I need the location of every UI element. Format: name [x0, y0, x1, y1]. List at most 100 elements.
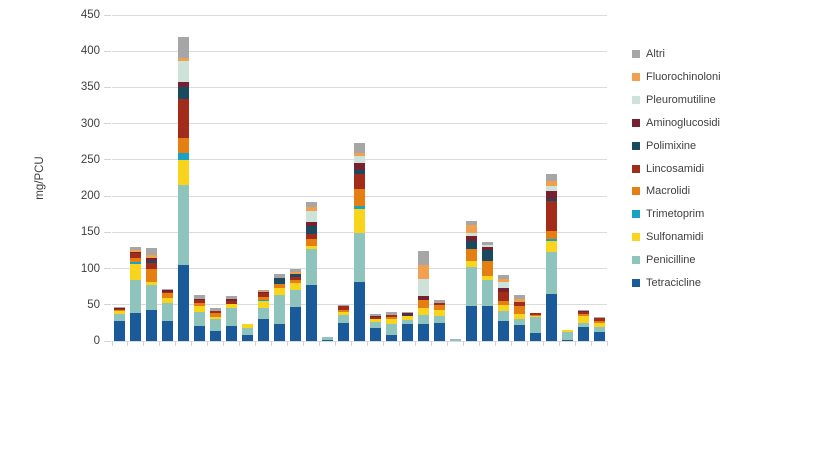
y-tick-0: [104, 340, 111, 342]
bar-6-segment-altri: [194, 294, 206, 299]
y-tick-350: [104, 86, 111, 88]
bar-10: [258, 289, 270, 341]
bar-9: [242, 324, 254, 341]
y-axis-label-400: 400: [80, 45, 100, 58]
bar-28-segment-lincosamidi: [545, 200, 557, 231]
bar-26-segment-sulfonamidi: [513, 314, 525, 319]
x-tick-9: [255, 341, 257, 346]
bar-2-segment-sulfonamidi: [130, 264, 142, 281]
bar-5-segment-fluorochinoloni: [178, 58, 190, 62]
legend-label-penicilline: Penicilline: [646, 254, 696, 267]
bar-24-segment-macrolidi: [481, 260, 493, 276]
y-tick-300: [104, 123, 111, 125]
bar-13-segment-fluorochinoloni: [306, 206, 318, 211]
bar-4-segment-penicilline: [162, 303, 174, 321]
y-axis-label-200: 200: [80, 190, 100, 203]
y-axis-label-150: 150: [80, 226, 100, 239]
bar-20-segment-altri: [417, 250, 429, 266]
bar-28-segment-sulfonamidi: [545, 241, 557, 252]
x-tick-28: [558, 341, 560, 346]
bar-18-segment-lincosamidi: [385, 315, 397, 318]
bar-18: [385, 312, 397, 341]
bar-1-segment-altri: [114, 307, 126, 309]
bar-5-segment-pleuromutiline: [178, 61, 190, 83]
bar-31-segment-altri: [593, 317, 605, 319]
y-axis-title: mg/PCU: [34, 156, 46, 200]
bar-8-segment-altri: [226, 296, 238, 299]
y-tick-50: [104, 304, 111, 306]
y-axis-label-300: 300: [80, 117, 100, 130]
bar-29-segment-sulfonamidi: [561, 330, 573, 332]
bar-18-segment-tetracicline: [385, 335, 397, 341]
bar-18-segment-macrolidi: [385, 317, 397, 320]
bar-3-segment-polimixine: [146, 260, 158, 263]
bar-11-segment-altri: [274, 273, 286, 278]
bar-14-segment-tetracicline: [322, 340, 334, 341]
bar-4-segment-macrolidi: [162, 293, 174, 299]
legend-swatch-polimixine: [632, 141, 640, 150]
bar-28-segment-tetracicline: [545, 293, 557, 341]
bar-2-segment-fluorochinoloni: [130, 250, 142, 252]
bar-2-segment-lincosamidi: [130, 253, 142, 258]
bar-13: [306, 201, 318, 341]
bar-7-segment-altri: [210, 308, 222, 312]
bar-2: [130, 246, 142, 341]
bar-4-segment-sulfonamidi: [162, 298, 174, 304]
bar-6-segment-penicilline: [194, 312, 206, 326]
bar-8-segment-tetracicline: [226, 325, 238, 341]
bar-24-segment-polimixine: [481, 250, 493, 261]
x-tick-31: [606, 341, 608, 346]
x-tick-1: [127, 341, 129, 346]
bar-12-segment-polimixine: [290, 273, 302, 277]
bar-22-segment-penicilline: [449, 338, 461, 341]
bar-3-segment-aminoglucosidi: [146, 257, 158, 261]
x-tick-5: [191, 341, 193, 346]
bar-30-segment-altri: [577, 310, 589, 312]
legend-label-pleuromutiline: Pleuromutiline: [646, 93, 716, 106]
bar-22: [449, 338, 461, 341]
bar-13-segment-penicilline: [306, 249, 318, 285]
bar-16-segment-macrolidi: [354, 188, 365, 206]
bar-26-segment-lincosamidi: [513, 302, 525, 306]
bar-18-segment-penicilline: [385, 323, 397, 336]
bar-25-segment-tetracicline: [497, 320, 509, 341]
legend-item-polimixine: Polimixine: [632, 139, 696, 153]
legend-label-aminoglucosidi: Aminoglucosidi: [646, 116, 720, 129]
gridline-400: [112, 50, 607, 52]
bar-10-segment-aminoglucosidi: [258, 291, 270, 293]
bar-28-segment-polimixine: [545, 198, 557, 201]
x-tick-0: [111, 341, 113, 346]
bar-17-segment-aminoglucosidi: [369, 315, 381, 317]
bar-7-segment-tetracicline: [210, 330, 222, 341]
bar-16-segment-trimetoprim: [354, 205, 365, 210]
x-tick-14: [335, 341, 337, 346]
bar-23-segment-pleuromutiline: [465, 232, 477, 236]
bar-20: [417, 250, 429, 341]
bar-31-segment-macrolidi: [593, 321, 605, 324]
legend-item-penicilline: Penicilline: [632, 253, 696, 267]
legend-label-fluorochinoloni: Fluorochinoloni: [646, 70, 721, 83]
y-axis-label-0: 0: [93, 335, 100, 347]
bar-20-segment-tetracicline: [417, 323, 429, 341]
bar-15-segment-tetracicline: [338, 322, 350, 341]
bar-16-segment-tetracicline: [354, 282, 365, 341]
bar-17-segment-penicilline: [369, 322, 381, 328]
bar-9-segment-sulfonamidi: [242, 324, 254, 328]
bar-10-segment-sulfonamidi: [258, 301, 270, 308]
bar-19-segment-penicilline: [401, 320, 413, 325]
bar-12-segment-macrolidi: [290, 279, 302, 284]
bar-13-segment-sulfonamidi: [306, 245, 318, 249]
bar-29-segment-penicilline: [561, 331, 573, 340]
legend-item-macrolidi: Macrolidi: [632, 184, 690, 198]
x-tick-15: [351, 341, 353, 346]
x-tick-21: [446, 341, 448, 346]
bar-28-segment-pleuromutiline: [545, 186, 557, 192]
bar-27-segment-penicilline: [529, 317, 541, 333]
x-tick-7: [223, 341, 225, 346]
bar-17-segment-lincosamidi: [369, 316, 381, 319]
bar-8-segment-penicilline: [226, 307, 238, 326]
bar-23: [465, 220, 477, 341]
bar-5: [178, 36, 190, 341]
x-tick-23: [478, 341, 480, 346]
bar-11: [274, 273, 286, 341]
